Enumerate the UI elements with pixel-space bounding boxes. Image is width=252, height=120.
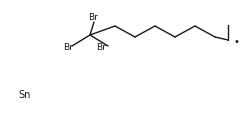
Text: Sn: Sn (18, 90, 30, 100)
Text: •: • (233, 37, 239, 47)
Text: Br: Br (96, 44, 106, 53)
Text: Br: Br (63, 44, 73, 53)
Text: Br: Br (88, 14, 98, 23)
